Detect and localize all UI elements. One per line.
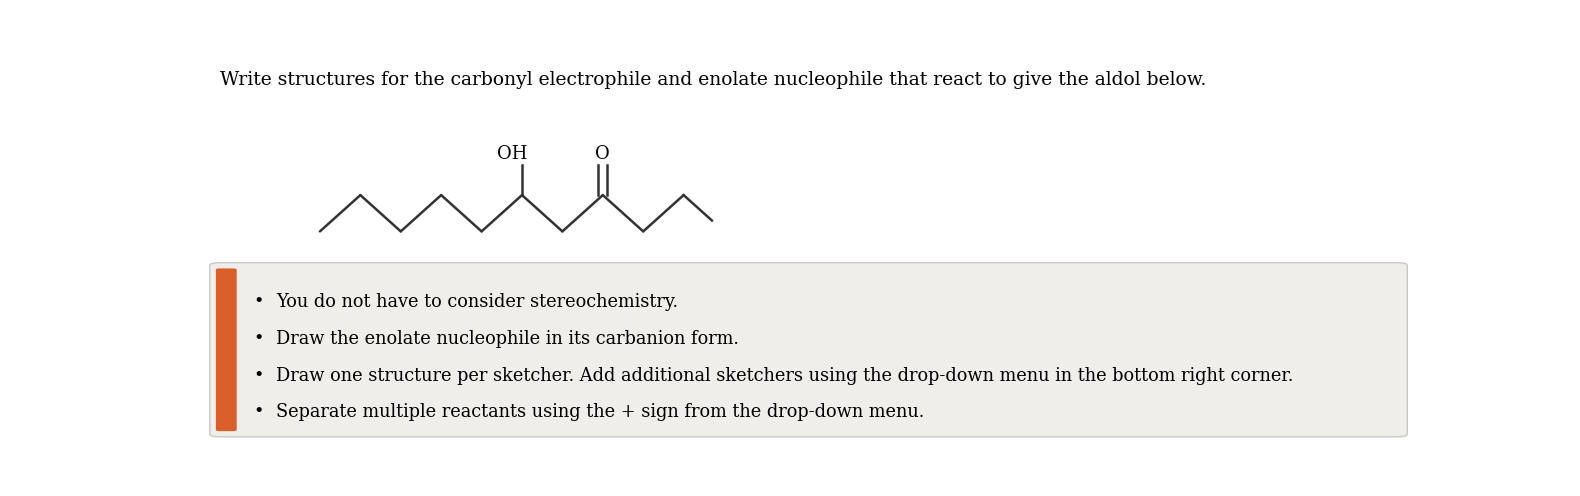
Text: OH: OH bbox=[498, 145, 528, 164]
Text: •: • bbox=[254, 367, 264, 384]
FancyBboxPatch shape bbox=[210, 263, 1408, 437]
Text: •: • bbox=[254, 293, 264, 311]
Text: Draw the enolate nucleophile in its carbanion form.: Draw the enolate nucleophile in its carb… bbox=[276, 330, 739, 348]
Text: You do not have to consider stereochemistry.: You do not have to consider stereochemis… bbox=[276, 293, 678, 311]
Text: Write structures for the carbonyl electrophile and enolate nucleophile that reac: Write structures for the carbonyl electr… bbox=[220, 71, 1206, 89]
Text: Draw one structure per sketcher. Add additional sketchers using the drop-down me: Draw one structure per sketcher. Add add… bbox=[276, 367, 1294, 384]
Text: •: • bbox=[254, 330, 264, 348]
Text: •: • bbox=[254, 403, 264, 421]
Text: O: O bbox=[596, 145, 610, 164]
FancyBboxPatch shape bbox=[216, 268, 237, 431]
Text: Separate multiple reactants using the + sign from the drop-down menu.: Separate multiple reactants using the + … bbox=[276, 403, 924, 421]
